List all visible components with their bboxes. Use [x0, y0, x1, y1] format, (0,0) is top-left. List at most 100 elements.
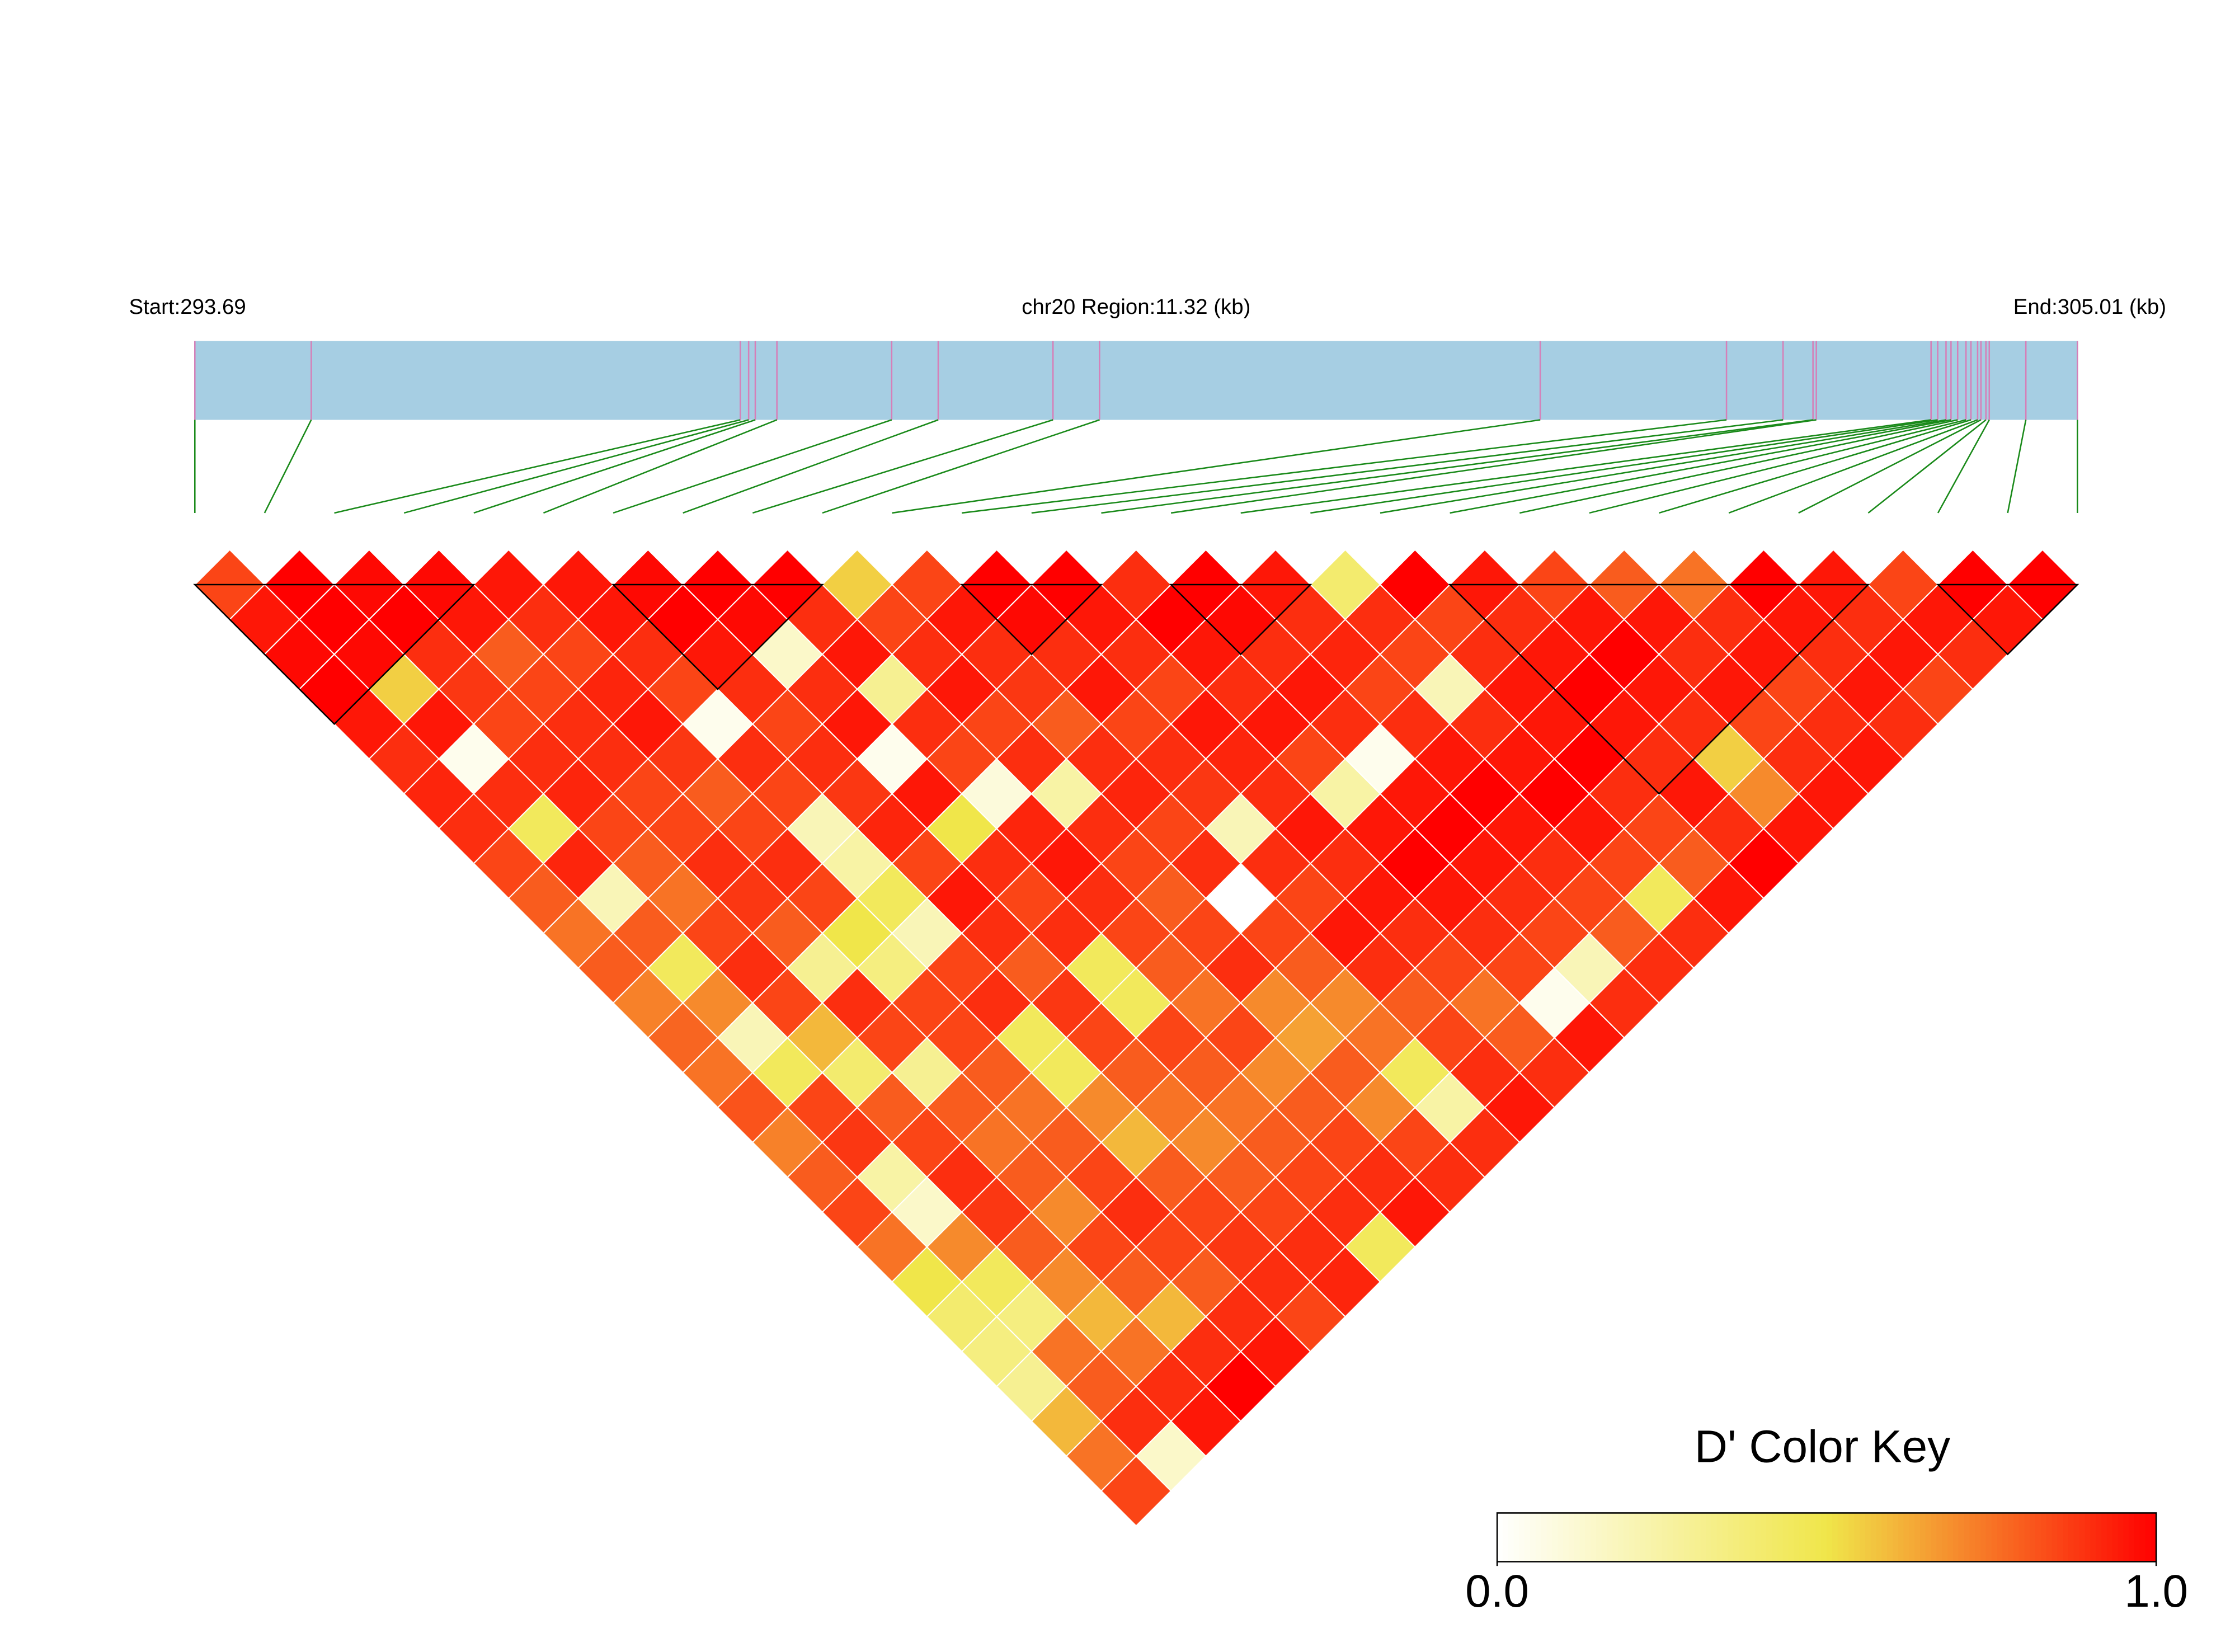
- color-key-title: D' Color Key: [1695, 1421, 1950, 1472]
- color-key-stripe: [2040, 1513, 2047, 1562]
- color-key-stripe: [1942, 1513, 1948, 1562]
- color-key-stripe: [1920, 1513, 1926, 1562]
- color-key-stripe: [1722, 1513, 1729, 1562]
- color-key-stripe: [2063, 1513, 2069, 1562]
- color-key-stripe: [1865, 1513, 1871, 1562]
- color-key-stripe: [1815, 1513, 1822, 1562]
- color-key-stripe: [2002, 1513, 2008, 1562]
- snp-connector: [1589, 419, 1966, 514]
- color-key-stripe: [1634, 1513, 1641, 1562]
- color-key-stripe: [1827, 1513, 1833, 1562]
- color-key-stripe: [1530, 1513, 1536, 1562]
- color-key-stripe: [1997, 1513, 2003, 1562]
- color-key-stripe: [2151, 1513, 2157, 1562]
- snp-connector: [1798, 419, 1982, 514]
- color-key-stripe: [1651, 1513, 1657, 1562]
- color-key-stripe: [1541, 1513, 1547, 1562]
- color-key-stripe: [1733, 1513, 1739, 1562]
- color-key-stripe: [1535, 1513, 1542, 1562]
- color-key-stripe: [1728, 1513, 1734, 1562]
- snp-connector: [1659, 419, 1971, 514]
- color-key-stripe: [1678, 1513, 1685, 1562]
- color-key-stripe: [1607, 1513, 1613, 1562]
- color-key-stripe: [2013, 1513, 2020, 1562]
- end-label: End:305.01 (kb): [2013, 295, 2166, 319]
- color-key-stripe: [1546, 1513, 1553, 1562]
- color-key-stripe: [1497, 1513, 1503, 1562]
- color-key-stripe: [2046, 1513, 2053, 1562]
- color-key-stripe: [1558, 1513, 1564, 1562]
- snp-connector: [1519, 419, 1958, 514]
- color-key-stripe: [1782, 1513, 1789, 1562]
- snp-connector: [1867, 419, 1987, 514]
- color-key-stripe: [1958, 1513, 1965, 1562]
- snp-connector: [2007, 420, 2027, 514]
- color-key-tick-label: 0.0: [1465, 1566, 1529, 1617]
- snp-connector: [1170, 419, 1817, 514]
- color-key-stripe: [1716, 1513, 1723, 1562]
- color-key-stripe: [1771, 1513, 1778, 1562]
- color-key-stripe: [2123, 1513, 2129, 1562]
- color-key-stripe: [1936, 1513, 1943, 1562]
- start-label: Start:293.69: [129, 295, 246, 319]
- color-key-stripe: [1656, 1513, 1663, 1562]
- color-key-stripe: [1508, 1513, 1514, 1562]
- color-key-tick-label: 1.0: [2124, 1566, 2188, 1617]
- color-key-stripe: [1914, 1513, 1921, 1562]
- color-key-stripe: [1618, 1513, 1624, 1562]
- color-key-stripe: [1667, 1513, 1674, 1562]
- color-key-stripe: [1903, 1513, 1910, 1562]
- snp-connector: [334, 419, 741, 514]
- color-key-stripe: [1860, 1513, 1866, 1562]
- snp-connector: [543, 419, 778, 514]
- color-key-stripe: [1975, 1513, 1981, 1562]
- snp-connector: [892, 419, 1541, 514]
- region-track: [195, 341, 2078, 420]
- color-key-stripe: [2139, 1513, 2146, 1562]
- color-key-stripe: [1821, 1513, 1827, 1562]
- ld-block: [1448, 583, 1870, 795]
- color-key-stripe: [1563, 1513, 1569, 1562]
- color-key-stripe: [1947, 1513, 1954, 1562]
- color-key-stripe: [2008, 1513, 2014, 1562]
- color-key-stripe: [2085, 1513, 2091, 1562]
- color-key-stripe: [1591, 1513, 1597, 1562]
- color-key-stripe: [1640, 1513, 1646, 1562]
- color-key-stripe: [1585, 1513, 1591, 1562]
- color-key-stripe: [1524, 1513, 1531, 1562]
- color-key-stripe: [1673, 1513, 1679, 1562]
- color-key-stripe: [1766, 1513, 1772, 1562]
- snp-connector: [473, 419, 756, 514]
- color-key-stripe: [1980, 1513, 1987, 1562]
- snp-connector: [962, 419, 1727, 514]
- color-key-stripe: [1909, 1513, 1915, 1562]
- color-key-stripe: [1502, 1513, 1509, 1562]
- color-key-stripe: [1854, 1513, 1860, 1562]
- color-key-stripe: [1788, 1513, 1795, 1562]
- color-key-stripe: [2129, 1513, 2135, 1562]
- color-key-stripe: [1837, 1513, 1844, 1562]
- color-key-stripe: [1810, 1513, 1817, 1562]
- color-key-stripe: [1645, 1513, 1651, 1562]
- color-key-stripe: [1881, 1513, 1888, 1562]
- snp-connector: [683, 419, 939, 514]
- color-key-stripe: [1552, 1513, 1558, 1562]
- color-key-stripe: [1683, 1513, 1690, 1562]
- color-key-stripe: [2101, 1513, 2107, 1562]
- color-key-stripe: [2030, 1513, 2036, 1562]
- region-label: chr20 Region:11.32 (kb): [1022, 295, 1250, 319]
- color-key-stripe: [1887, 1513, 1893, 1562]
- color-key-stripe: [1689, 1513, 1696, 1562]
- color-key-stripe: [1519, 1513, 1525, 1562]
- color-key-stripe: [1629, 1513, 1635, 1562]
- color-key-stripe: [1870, 1513, 1877, 1562]
- color-key-stripe: [2090, 1513, 2096, 1562]
- color-key-stripe: [1612, 1513, 1618, 1562]
- color-key-stripe: [1843, 1513, 1850, 1562]
- color-key-stripe: [2134, 1513, 2140, 1562]
- color-key-stripe: [1799, 1513, 1805, 1562]
- snp-connector: [752, 419, 1053, 514]
- snp-connector: [403, 419, 749, 514]
- color-key-stripe: [1991, 1513, 1998, 1562]
